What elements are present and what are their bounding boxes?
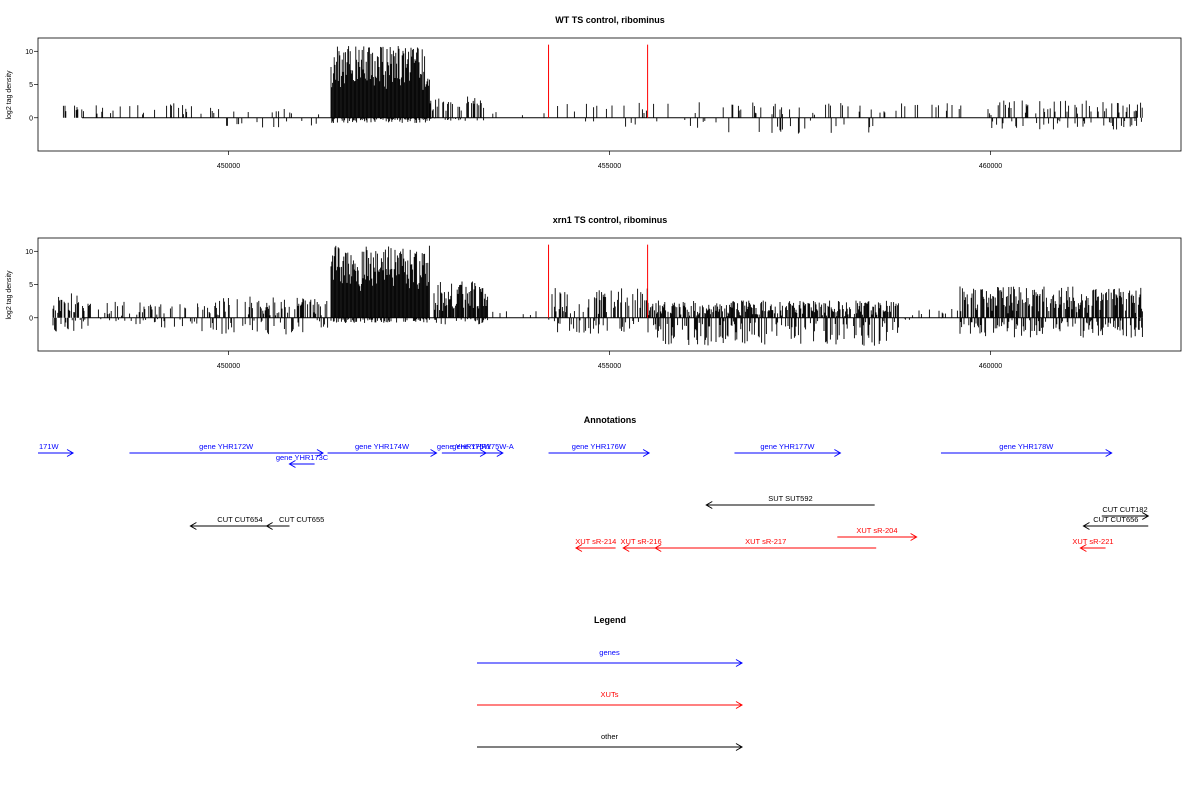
- annotation-feature: CUT CUT656: [1082, 515, 1149, 530]
- feature-label: XUT sR-204: [856, 526, 897, 535]
- feature-label: gene YHR177W: [760, 442, 815, 451]
- arrow-head: [705, 501, 713, 509]
- y-tick-label: 5: [29, 282, 33, 289]
- annotation-tracks: 171W gene YHR172W gene YHR173C gene YHR174W…: [38, 442, 1150, 552]
- arrow-head: [66, 449, 75, 457]
- x-tick-label: 455000: [598, 163, 621, 170]
- feature-label: gene YHR176W: [572, 442, 627, 451]
- y-tick-label: 10: [25, 49, 33, 56]
- annotation-feature: XUT sR-214: [574, 537, 616, 552]
- annotations-title: Annotations: [584, 415, 637, 425]
- y-axis: 0 5 10: [25, 49, 38, 122]
- legend-item: XUTs: [477, 690, 743, 709]
- y-tick-label: 10: [25, 249, 33, 256]
- feature-label: 171W: [39, 442, 60, 451]
- arrow-head: [1105, 449, 1113, 457]
- legend-item: genes: [477, 648, 743, 667]
- annotation-feature: SUT SUT592: [705, 494, 875, 509]
- x-tick-label: 450000: [217, 363, 240, 370]
- highlight-lines: [548, 44, 649, 118]
- feature-label: gene YHR174W: [355, 442, 410, 451]
- arrow-head: [496, 449, 504, 457]
- coverage-panel-wt: WT TS control, ribominus log2 tag densit…: [6, 15, 1182, 170]
- annotations-panel: Annotations 171W gene YHR172W gene YHR173C…: [38, 415, 1150, 552]
- arrow-head: [735, 743, 743, 751]
- y-tick-label: 0: [29, 315, 33, 322]
- highlight-lines: [548, 244, 649, 318]
- feature-label: XUT sR-221: [1072, 537, 1113, 546]
- legend-panel: Legend genes XUTs other: [477, 615, 743, 751]
- y-axis: 0 5 10: [25, 249, 38, 322]
- arrow-head: [189, 522, 197, 530]
- annotation-feature: XUT sR-204: [837, 526, 918, 541]
- legend-items: genes XUTs other: [477, 648, 743, 751]
- arrow-head: [574, 544, 583, 552]
- arrow-head: [265, 522, 273, 530]
- x-tick-label: 455000: [598, 363, 621, 370]
- feature-label: SUT SUT592: [768, 494, 812, 503]
- arrow-head: [1079, 544, 1087, 552]
- feature-label: gene YHR175W-A: [452, 442, 513, 451]
- arrow-head: [1082, 522, 1090, 530]
- y-axis-label: log2 tag density: [6, 70, 13, 120]
- feature-label: CUT CUT182: [1102, 505, 1147, 514]
- coverage-panel-xrn1: xrn1 TS control, ribominus log2 tag dens…: [6, 215, 1182, 370]
- annotation-feature: CUT CUT654: [189, 515, 290, 530]
- feature-label: CUT CUT654: [217, 515, 262, 524]
- x-axis: 450000 455000 460000: [217, 351, 1002, 370]
- arrow-head: [735, 701, 743, 709]
- arrow-head: [288, 460, 296, 468]
- legend-label: genes: [599, 648, 620, 657]
- arrow-head: [654, 544, 662, 552]
- annotation-feature: XUT sR-221: [1072, 537, 1114, 552]
- x-tick-label: 450000: [217, 163, 240, 170]
- annotation-feature: XUT sR-216: [621, 537, 662, 552]
- feature-label: gene YHR173C: [276, 453, 329, 462]
- arrow-head: [642, 449, 651, 457]
- arrow-head: [834, 449, 842, 457]
- legend-item: other: [477, 732, 743, 751]
- arrow-head: [735, 659, 743, 667]
- arrow-head: [910, 533, 918, 541]
- feature-label: CUT CUT655: [279, 515, 324, 524]
- arrow-head: [430, 449, 438, 457]
- arrow-head: [1141, 512, 1150, 520]
- panel-title-xrn1: xrn1 TS control, ribominus: [553, 215, 668, 225]
- legend-label: XUTs: [601, 690, 619, 699]
- panel-title-wt: WT TS control, ribominus: [555, 15, 665, 25]
- annotation-feature: gene YHR173C: [276, 453, 329, 468]
- plot-frame: [37, 237, 1182, 352]
- annotation-feature: XUT sR-217: [654, 537, 877, 552]
- arrow-head: [622, 544, 630, 552]
- feature-label: XUT sR-217: [745, 537, 786, 546]
- annotation-feature: CUT CUT182: [1101, 505, 1150, 520]
- arrow-head: [316, 449, 324, 457]
- y-tick-label: 5: [29, 82, 33, 89]
- y-tick-label: 0: [29, 115, 33, 122]
- annotation-feature: gene YHR176W: [548, 442, 651, 457]
- feature-label: XUT sR-216: [621, 537, 662, 546]
- annotation-feature: 171W: [38, 442, 75, 457]
- annotation-feature: gene YHR174W: [327, 442, 438, 457]
- x-tick-label: 460000: [979, 363, 1002, 370]
- legend-label: other: [601, 732, 619, 741]
- feature-label: gene YHR172W: [199, 442, 254, 451]
- annotation-feature: gene YHR177W: [734, 442, 842, 457]
- feature-label: CUT CUT656: [1093, 515, 1138, 524]
- feature-label: gene YHR175W: [437, 442, 492, 451]
- annotation-feature: gene YHR172W: [129, 442, 324, 457]
- feature-label: XUT sR-214: [575, 537, 616, 546]
- coverage-bars: [62, 46, 1143, 134]
- feature-label: gene YHR178W: [999, 442, 1054, 451]
- annotation-feature: gene YHR178W: [940, 442, 1113, 457]
- y-axis-label: log2 tag density: [6, 270, 13, 320]
- x-axis: 450000 455000 460000: [217, 151, 1002, 170]
- legend-title: Legend: [594, 615, 626, 625]
- x-tick-label: 460000: [979, 163, 1002, 170]
- annotation-feature: CUT CUT655: [265, 515, 324, 530]
- coverage-bars: [52, 245, 1143, 346]
- plot-frame: [37, 37, 1182, 152]
- annotation-feature: gene YHR175W-A: [452, 442, 514, 457]
